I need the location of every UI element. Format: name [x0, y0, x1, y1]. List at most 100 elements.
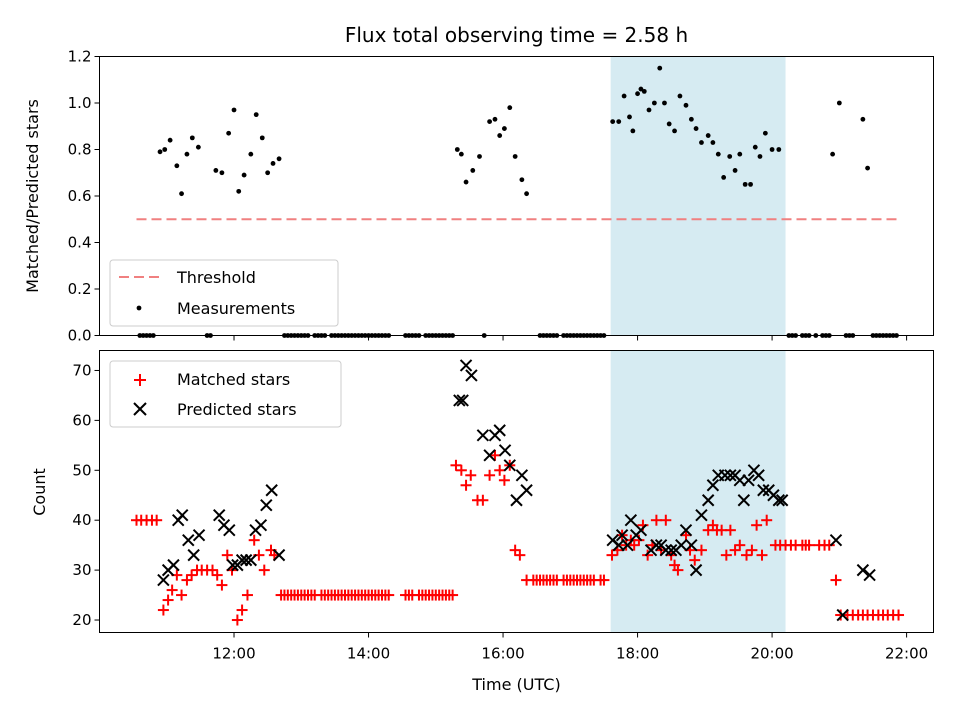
predicted-star-stroke-b — [775, 494, 789, 507]
bottom-plot-frame — [99, 350, 934, 633]
predicted-star-stroke-b — [192, 528, 206, 542]
predicted-star-point — [483, 449, 496, 462]
predicted-star-point — [695, 509, 708, 522]
measurement-point — [253, 112, 259, 118]
predicted-star-stroke-b — [836, 608, 849, 622]
top-panel: 0.0 0.2 0.4 0.6 0.8 1.0 1.2 Matched/Predicted … — [23, 48, 934, 345]
matched-star-point — [186, 569, 198, 581]
x-axis-label: Time (UTC) — [471, 675, 560, 694]
legend-measurements-label: Measurements — [177, 299, 295, 318]
matched-star-point — [628, 539, 640, 551]
bottom-ytick-label: 40 — [72, 511, 91, 529]
matched-star-point — [484, 469, 496, 481]
predicted-star-point — [718, 469, 732, 482]
bottom-ytick-label: 50 — [72, 461, 91, 479]
matched-star-point — [460, 479, 472, 491]
matched-star-point — [642, 549, 654, 561]
predicted-star-stroke-b — [752, 469, 765, 482]
matched-star-point — [756, 549, 768, 561]
predicted-star-point — [689, 563, 703, 577]
measurement-point — [241, 172, 247, 178]
predicted-star-stroke-b — [167, 558, 180, 572]
matched-star-point — [746, 544, 758, 556]
predicted-star-stroke-b — [483, 449, 496, 462]
predicted-star-point — [621, 538, 634, 552]
predicted-star-stroke-b — [664, 543, 678, 557]
measurement-point — [677, 93, 683, 99]
top-legend: Threshold Measurements — [109, 259, 339, 327]
predicted-star-stroke-b — [706, 479, 720, 492]
predicted-star-stroke-b — [260, 499, 273, 512]
top-y-axis-label: Matched/Predicted stars — [23, 99, 42, 293]
matched-star-point — [689, 554, 701, 566]
predicted-star-point — [752, 469, 765, 482]
measurement-point — [236, 188, 242, 194]
predicted-star-stroke-b — [272, 548, 286, 562]
bottom-ytick-label: 30 — [72, 561, 91, 579]
bottom-xtick-label: 14:00 — [347, 645, 390, 663]
measurement-point — [721, 175, 727, 180]
matched-star-point — [672, 564, 684, 576]
measurement-point — [748, 181, 753, 187]
legend-threshold-label: Threshold — [176, 268, 256, 287]
measurement-point — [635, 91, 640, 97]
measurement-point — [519, 177, 525, 183]
predicted-star-stroke-b — [493, 424, 506, 437]
measurement-point — [836, 100, 842, 106]
predicted-star-stroke-b — [465, 369, 478, 382]
predicted-star-point — [634, 523, 648, 537]
bottom-ytick-label: 60 — [72, 411, 91, 429]
predicted-star-point — [624, 513, 638, 527]
measurement-point — [662, 100, 667, 106]
predicted-star-point — [476, 429, 490, 442]
legend-predicted-swatch — [133, 402, 147, 416]
matched-star-point — [734, 539, 746, 551]
bottom-xtick-label: 18:00 — [616, 645, 659, 663]
predicted-star-point — [260, 499, 273, 512]
matched-star-point — [383, 589, 395, 601]
measurement-point — [276, 156, 282, 162]
measurement-point — [646, 107, 652, 113]
measurement-point — [265, 170, 271, 176]
predicted-star-stroke-b — [453, 394, 466, 407]
matched-star-point — [695, 544, 707, 556]
measurement-point — [865, 165, 870, 171]
predicted-star-point — [187, 548, 200, 562]
measurement-point — [463, 179, 469, 185]
matched-star-point — [498, 474, 510, 486]
predicted-star-point — [706, 479, 720, 492]
predicted-star-point — [157, 573, 170, 587]
predicted-star-stroke-b — [624, 513, 638, 527]
top-highlight-span — [610, 56, 786, 336]
matched-star-point — [514, 549, 526, 561]
measurement-point — [737, 151, 743, 157]
matched-star-point — [211, 569, 223, 581]
predicted-star-point — [650, 538, 663, 552]
measurement-point — [638, 86, 644, 92]
matched-star-point — [166, 584, 178, 596]
matched-star-point — [151, 514, 163, 526]
predicted-star-point — [775, 494, 789, 507]
predicted-star-point — [515, 469, 529, 482]
measurement-point — [693, 126, 699, 131]
predicted-star-point — [244, 553, 258, 567]
predicted-star-point — [182, 533, 195, 547]
measurement-point — [742, 181, 748, 187]
predicted-star-point — [456, 394, 469, 407]
matched-star-point — [206, 564, 218, 576]
top-ytick-label: 0.8 — [68, 141, 92, 159]
measurement-point — [259, 135, 265, 141]
legend-predicted-label: Predicted stars — [177, 400, 297, 419]
matched-star-point — [830, 574, 842, 586]
matched-star-point — [455, 464, 467, 476]
measurement-point — [167, 137, 173, 143]
measurement-point — [776, 147, 782, 152]
measurement-point — [651, 100, 657, 106]
measurement-point — [630, 128, 636, 134]
matched-star-point — [258, 564, 270, 576]
legend-matched-label: Matched stars — [177, 370, 290, 389]
predicted-star-stroke-b — [515, 469, 529, 482]
measurement-point — [616, 119, 622, 124]
bottom-y-axis-label: Count — [30, 468, 49, 516]
